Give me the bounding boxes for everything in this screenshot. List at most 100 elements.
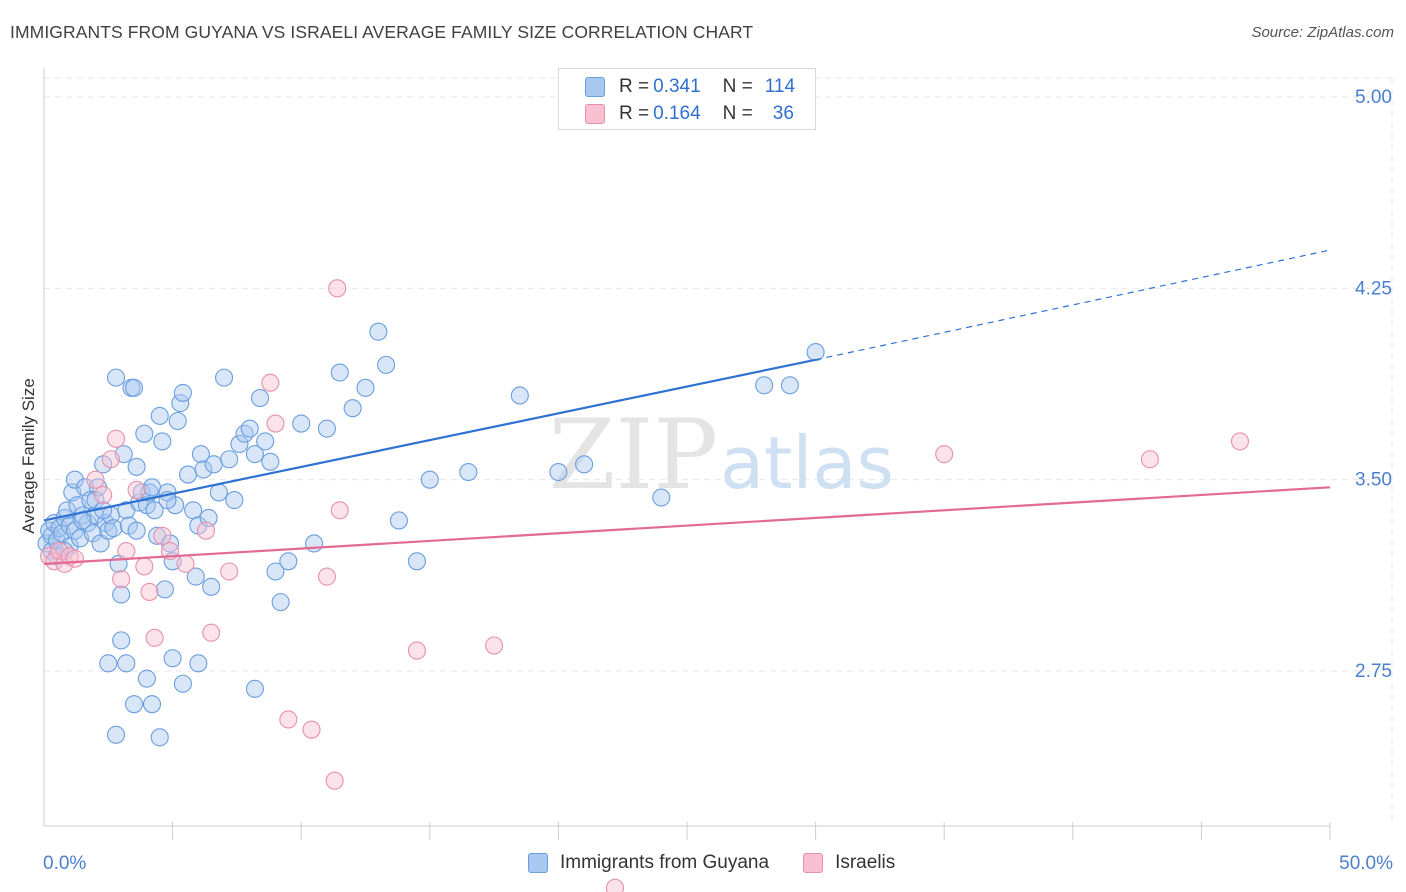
guyana-point [112, 585, 131, 604]
guyana-trend-projection [815, 249, 1331, 361]
guyana-point [235, 424, 254, 443]
guyana-point [317, 419, 336, 438]
guyana-point [155, 580, 174, 599]
guyana-point [163, 649, 182, 668]
legend-r-label: R = [619, 103, 650, 124]
guyana-point [99, 654, 118, 673]
x-tick-label: 50.0% [1339, 853, 1393, 874]
guyana-point [78, 513, 97, 533]
israelis-point [40, 547, 59, 566]
guyana-point [168, 411, 187, 431]
legend-r-value: 0.341 [653, 76, 701, 97]
guyana-point [407, 552, 426, 571]
correlation-legend: R = 0.341 N = 114 R = 0.164 N = 36 [558, 68, 816, 130]
israelis-point [196, 521, 216, 540]
guyana-point [145, 501, 164, 520]
legend-n-value: 114 [764, 76, 796, 97]
guyana-point [142, 695, 162, 714]
israelis-point [60, 547, 79, 566]
tick-labels: 2.75 3.50 4.25 5.00 0.0% 50.0% [43, 87, 1393, 874]
trend-lines [43, 249, 1331, 565]
guyana-point [343, 399, 362, 418]
israelis-point [202, 623, 221, 642]
guyana-point [220, 450, 239, 469]
guyana-point [191, 445, 210, 464]
israelis-point [135, 557, 154, 576]
series-swatch-guyana [528, 853, 548, 873]
guyana-point [189, 654, 208, 673]
israelis-point [153, 526, 172, 545]
israelis-point [485, 636, 504, 655]
guyana-point [117, 654, 136, 673]
israelis-point [145, 628, 164, 647]
guyana-point [780, 376, 799, 395]
israelis-point [94, 485, 113, 505]
guyana-point [173, 383, 192, 402]
israelis-point [127, 480, 146, 499]
guyana-point [204, 455, 223, 474]
israelis-point [328, 279, 347, 298]
guyana-point [184, 501, 203, 520]
guyana-point [245, 445, 264, 464]
guyana-point [142, 478, 162, 497]
guyana-point [330, 363, 349, 382]
guyana-point [137, 669, 156, 688]
guyana-point [186, 567, 205, 586]
guyana-point [99, 521, 118, 540]
guyana-point [135, 424, 154, 443]
watermark-atlas: atlas [720, 421, 894, 505]
guyana-point [271, 593, 290, 612]
israelis-point [117, 542, 136, 561]
guyana-point [65, 470, 84, 489]
series-label-guyana: Immigrants from Guyana [560, 852, 770, 873]
guyana-point [202, 577, 221, 596]
watermark-zip: ZIP [549, 399, 718, 511]
guyana-point [173, 674, 192, 693]
guyana-point [240, 419, 259, 438]
guyana-point [389, 511, 408, 530]
guyana-point [50, 519, 69, 538]
guyana-point [178, 465, 198, 484]
legend-swatch-guyana [585, 77, 605, 97]
guyana-point [459, 462, 478, 482]
israelis-point [176, 554, 195, 573]
guyana-point [256, 432, 275, 451]
y-tick-label: 4.25 [1355, 278, 1392, 299]
israelis-point [325, 771, 344, 790]
israelis-point [112, 570, 131, 589]
grid-lines [44, 77, 1393, 826]
guyana-point [250, 388, 270, 408]
guyana-point [369, 322, 388, 341]
guyana-point [245, 679, 264, 698]
legend-n-value: 36 [772, 103, 794, 124]
guyana-point [420, 470, 439, 489]
guyana-point [153, 432, 172, 451]
guyana-point [266, 562, 285, 581]
guyana-point [209, 483, 228, 502]
guyana-point [575, 455, 594, 474]
legend-swatch-israelis [585, 104, 605, 124]
guyana-point [292, 414, 311, 433]
y-tick-label: 2.75 [1355, 661, 1392, 682]
guyana-point [510, 386, 529, 405]
guyana-point [127, 521, 146, 540]
israelis-point [220, 562, 239, 581]
guyana-point [150, 406, 169, 425]
guyana-point [83, 524, 102, 543]
guyana-point [106, 725, 126, 744]
x-tick-label: 0.0% [43, 853, 86, 874]
guyana-point [106, 368, 126, 387]
y-tick-label: 5.00 [1355, 87, 1392, 108]
legend-r-label: R = [619, 76, 650, 97]
israelis-point [86, 470, 105, 489]
guyana-point [279, 552, 298, 571]
y-tick-label: 3.50 [1355, 470, 1392, 491]
guyana-point [104, 519, 123, 538]
guyana-trend-line [43, 358, 816, 522]
guyana-point [150, 728, 169, 747]
israelis-point [302, 720, 321, 739]
series-legend: Immigrants from Guyana Israelis [528, 852, 929, 874]
guyana-point [42, 542, 61, 561]
guyana-point [261, 452, 280, 471]
